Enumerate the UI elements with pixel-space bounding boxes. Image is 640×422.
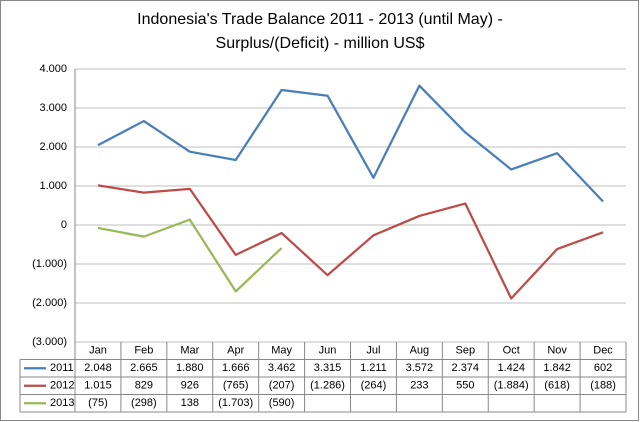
x-tick-label: Feb (134, 345, 153, 357)
table-value: 3.572 (406, 362, 434, 374)
table-value: 2.048 (84, 362, 112, 374)
table-value: (298) (131, 397, 157, 409)
x-tick-label: Aug (410, 345, 430, 357)
chart-title: Surplus/(Deficit) - million US$ (216, 35, 425, 52)
table-value: 1.424 (497, 362, 525, 374)
x-tick-label: Sep (456, 345, 476, 357)
table-value: 2.665 (130, 362, 158, 374)
table-value: 3.462 (268, 362, 296, 374)
x-tick-label: Mar (180, 345, 199, 357)
table-value: (1.884) (494, 380, 529, 392)
x-tick-label: Nov (547, 345, 567, 357)
table-value: (188) (590, 380, 616, 392)
table-value: 138 (181, 397, 199, 409)
table-value: (1.703) (218, 397, 253, 409)
table-value: 829 (135, 380, 153, 392)
legend-label: 2013 (50, 397, 74, 409)
legend-label: 2012 (50, 380, 74, 392)
table-value: 1.880 (176, 362, 204, 374)
x-tick-label: May (271, 345, 292, 357)
y-tick-label: (3.000) (32, 336, 67, 348)
table-value: (618) (544, 380, 570, 392)
series-line (97, 184, 604, 300)
x-tick-label: Apr (227, 345, 244, 357)
table-value: (75) (88, 397, 108, 409)
y-tick-label: 0 (61, 219, 67, 231)
series-line (97, 84, 604, 203)
table-value: 550 (456, 380, 474, 392)
table-value: (1.286) (310, 380, 345, 392)
y-tick-label: 3.000 (39, 102, 67, 114)
series-line (97, 218, 283, 293)
table-value: 2.374 (452, 362, 480, 374)
x-tick-label: Jan (89, 345, 107, 357)
x-tick-label: Oct (503, 345, 520, 357)
table-value: 3.315 (314, 362, 342, 374)
table-value: 602 (594, 362, 612, 374)
x-tick-label: Dec (593, 345, 613, 357)
y-tick-label: (2.000) (32, 297, 67, 309)
legend-label: 2011 (50, 362, 74, 374)
table-value: 1.666 (222, 362, 250, 374)
table-value: 1.211 (360, 362, 387, 374)
y-tick-label: 4.000 (39, 63, 67, 75)
table-value: (765) (223, 380, 249, 392)
table-value: 1.015 (84, 380, 112, 392)
table-value: 1.842 (543, 362, 571, 374)
y-tick-label: (1.000) (32, 258, 67, 270)
table-value: (207) (269, 380, 295, 392)
x-tick-label: Jun (319, 345, 337, 357)
chart-title: Indonesia's Trade Balance 2011 - 2013 (u… (137, 11, 503, 28)
table-value: 926 (181, 380, 199, 392)
table-value: 233 (410, 380, 428, 392)
x-tick-label: Jul (366, 345, 380, 357)
table-value: (590) (269, 397, 295, 409)
y-tick-label: 1.000 (39, 180, 67, 192)
table-value: (264) (361, 380, 387, 392)
y-tick-label: 2.000 (39, 141, 67, 153)
